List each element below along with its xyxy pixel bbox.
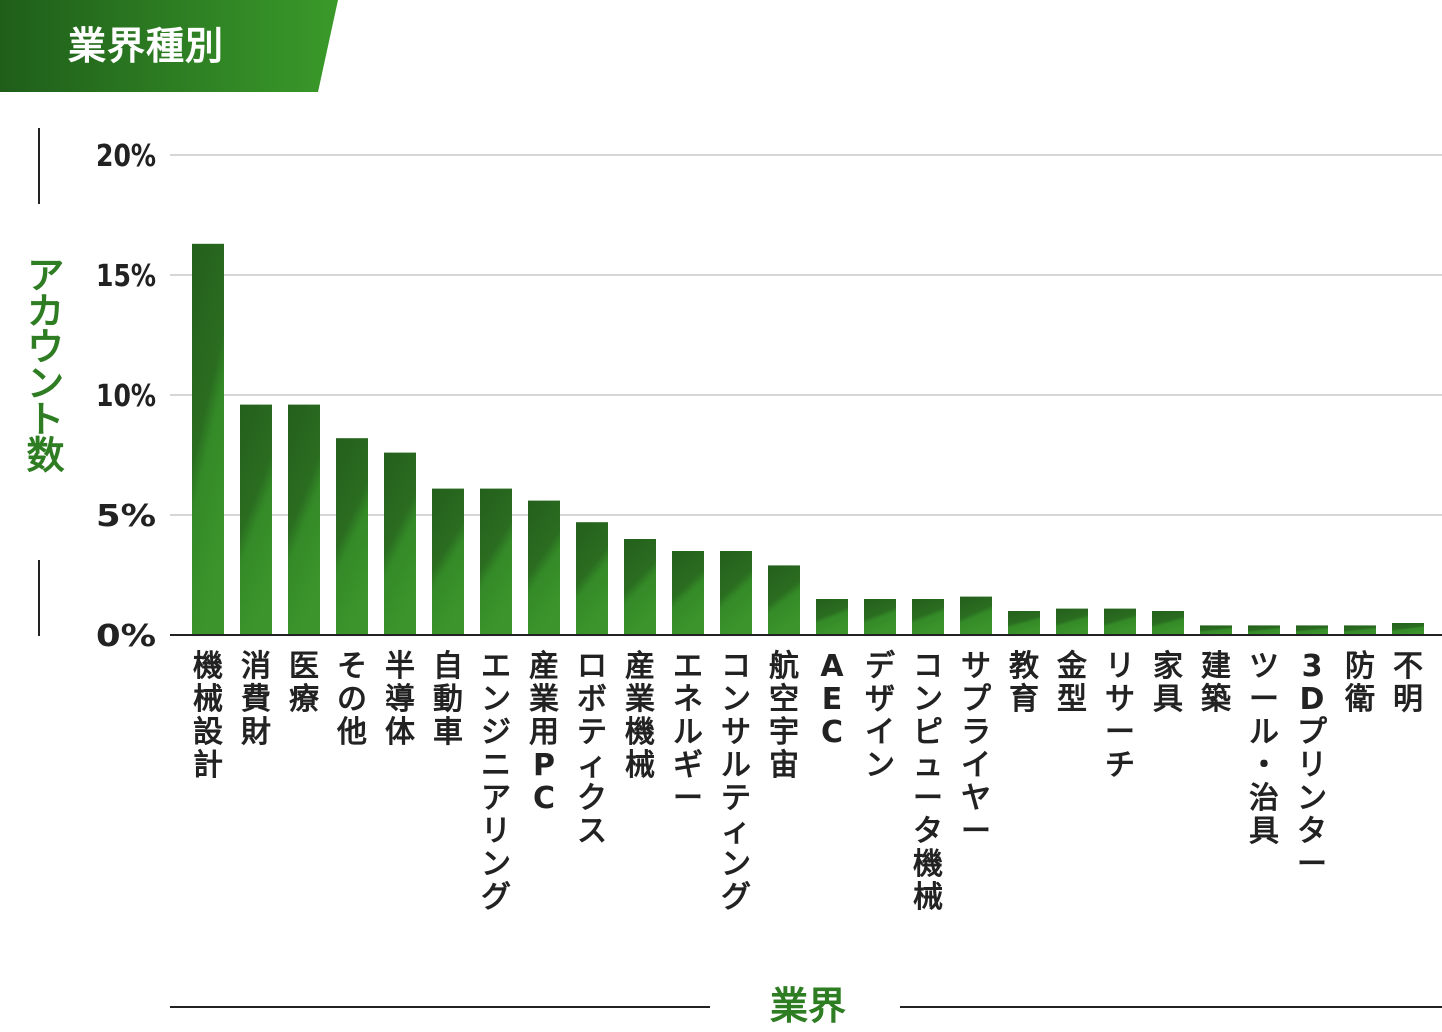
x-tick-label: 3 D プリンター bbox=[1297, 649, 1328, 882]
x-axis-label: 業界 bbox=[769, 984, 846, 1028]
x-tick-label: 半導体 bbox=[385, 649, 416, 750]
bar bbox=[720, 551, 752, 635]
x-tick-label: 自動車 bbox=[433, 649, 463, 750]
y-axis-label-line-top bbox=[38, 128, 40, 204]
bar bbox=[912, 599, 944, 635]
bar bbox=[1248, 625, 1280, 635]
bar bbox=[288, 404, 320, 635]
banner-shape bbox=[0, 0, 338, 92]
x-tick-label: ロボティクス bbox=[577, 649, 607, 849]
x-tick-label: エネルギー bbox=[673, 649, 703, 816]
x-tick-label: その他 bbox=[336, 649, 367, 750]
bar bbox=[192, 243, 224, 636]
bar bbox=[1008, 611, 1040, 635]
x-tick-label: 医療 bbox=[289, 649, 319, 717]
bar bbox=[864, 599, 896, 635]
x-tick-label: ツール・治具 bbox=[1249, 649, 1279, 849]
bar bbox=[1152, 611, 1184, 635]
x-tick-label: コンピュータ機械 bbox=[913, 649, 943, 915]
bar bbox=[1104, 608, 1136, 635]
y-tick-label: 5% bbox=[96, 499, 156, 534]
y-axis-label-line-bottom bbox=[38, 560, 40, 636]
bar bbox=[384, 452, 416, 635]
y-tick-label: 0% bbox=[96, 619, 156, 654]
x-tick-label: 建築 bbox=[1201, 649, 1232, 717]
x-tick-label: 産業機械 bbox=[625, 649, 655, 783]
bar bbox=[576, 522, 608, 635]
y-tick-label: 20% bbox=[96, 139, 156, 174]
x-tick-label: コンサルティング bbox=[721, 649, 751, 915]
x-tick-label: 産業用 P C bbox=[529, 649, 559, 816]
bar bbox=[624, 539, 656, 635]
x-axis-label-line-left bbox=[170, 1006, 710, 1008]
bar bbox=[1200, 625, 1232, 635]
x-tick-label: 家具 bbox=[1153, 649, 1183, 717]
bar bbox=[960, 596, 992, 635]
x-tick-label: 消費財 bbox=[241, 649, 271, 750]
x-tick-label: 機械設計 bbox=[193, 649, 223, 783]
x-tick-label: エンジニアリング bbox=[481, 649, 511, 915]
x-tick-label: サプライヤー bbox=[961, 649, 992, 849]
bar bbox=[336, 438, 368, 635]
bar bbox=[432, 488, 464, 635]
x-axis-label-line-right bbox=[900, 1006, 1442, 1008]
bar bbox=[672, 551, 704, 635]
x-tick-label: 金型 bbox=[1056, 649, 1088, 717]
bar bbox=[480, 488, 512, 635]
y-axis-label: アカウント数 bbox=[20, 255, 64, 471]
bar bbox=[1296, 625, 1328, 635]
x-tick-label: デザイン bbox=[865, 649, 896, 783]
bars bbox=[192, 243, 1424, 636]
bar bbox=[768, 565, 800, 635]
x-tick-label: 不明 bbox=[1393, 649, 1423, 717]
x-tick-label: 航空宇宙 bbox=[769, 649, 799, 783]
x-tick-label: 防衛 bbox=[1344, 649, 1375, 717]
y-tick-label: 15% bbox=[96, 259, 156, 294]
bar bbox=[1344, 625, 1376, 635]
bar bbox=[1392, 623, 1424, 635]
bar bbox=[240, 404, 272, 635]
x-tick-label: リサーチ bbox=[1105, 649, 1135, 783]
bar bbox=[1056, 608, 1088, 635]
x-tick-label: 教育 bbox=[1009, 649, 1039, 717]
page-title: 業界種別 bbox=[68, 24, 225, 68]
bar bbox=[528, 500, 560, 635]
bar-chart: 0% 5% 10% 15% 20% 機械設計消費財医療その他半導体自動車エンジニアリング… bbox=[96, 139, 1442, 915]
gridlines bbox=[170, 154, 1442, 516]
y-tick-labels: 0% 5% 10% 15% 20% bbox=[96, 139, 156, 654]
y-tick-label: 10% bbox=[96, 379, 156, 414]
title-banner: 業界種別 bbox=[0, 0, 340, 92]
bar bbox=[816, 599, 848, 635]
